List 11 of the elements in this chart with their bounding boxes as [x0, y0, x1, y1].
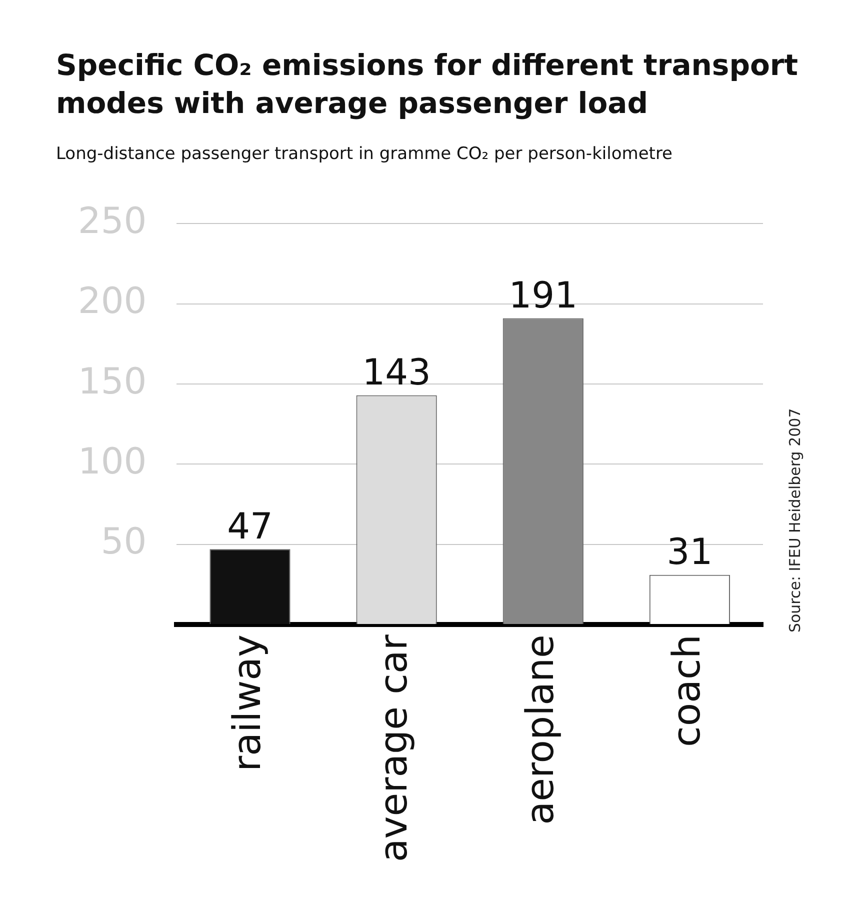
- data-label: 143: [362, 352, 431, 394]
- data-label: 191: [508, 276, 578, 317]
- x-tick-label: railway: [224, 634, 269, 772]
- x-tick-label: coach: [664, 634, 709, 747]
- chart-title: Specific CO₂ emissions for different transport modes with average passenger load: [55, 47, 800, 122]
- x-tick-label: aeroplane: [518, 634, 562, 825]
- x-tick-label: average car: [371, 634, 416, 862]
- chart-subtitle: Long-distance passenger transport in gramme CO₂ per person-kilometre: [55, 143, 674, 164]
- source-note: Source: IFEU Heidelberg 2007: [786, 408, 804, 633]
- data-label: 31: [666, 532, 713, 574]
- data-label: 47: [227, 506, 273, 548]
